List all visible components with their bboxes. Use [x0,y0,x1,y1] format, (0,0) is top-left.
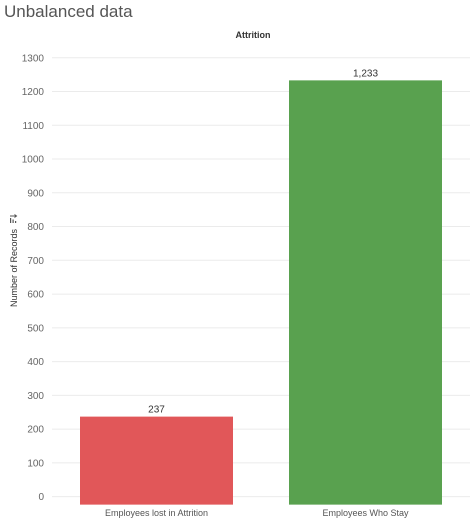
y-tick-label: 100 [27,458,44,469]
y-tick-label: 600 [27,290,44,301]
category-label: Employees Who Stay [322,508,409,518]
bar[interactable] [80,416,233,505]
bars [80,80,442,505]
y-tick-label: 1300 [22,53,45,64]
y-tick-label: 1000 [22,155,45,166]
y-tick-label: 0 [38,492,44,503]
sort-descending-icon[interactable] [10,214,18,224]
y-tick-label: 300 [27,391,44,402]
y-axis-title: Number of Records [9,228,19,307]
y-tick-label: 1100 [22,121,44,132]
y-tick-label: 700 [27,256,44,267]
y-tick-label: 200 [27,425,44,436]
page-title: Unbalanced data [4,2,133,21]
y-tick-label: 900 [27,188,44,199]
y-tick-label: 800 [27,222,44,233]
data-label: 237 [148,405,165,416]
y-tick-label: 1200 [22,87,45,98]
y-axis-ticks: 0 100 200 300 400 500 600 700 800 900 1000 1100 1200… [22,53,45,503]
category-labels: Employees lost in Attrition Employees Who… [105,508,409,518]
bar[interactable] [289,80,442,505]
y-axis-title-group: Number of Records [9,214,19,307]
y-tick-label: 400 [27,357,44,368]
column-header: Attrition [236,30,271,40]
data-labels: 237 1,233 [148,68,378,415]
category-label: Employees lost in Attrition [105,508,208,518]
data-label: 1,233 [353,68,378,79]
y-tick-label: 500 [27,323,44,334]
